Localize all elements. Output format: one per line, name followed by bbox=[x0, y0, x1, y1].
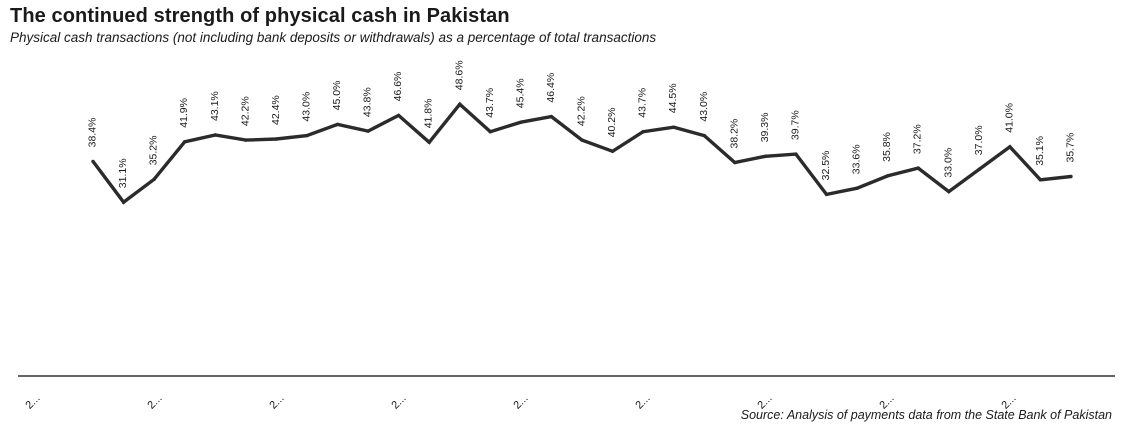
data-label: 45.0% bbox=[331, 81, 343, 111]
data-label: 32.5% bbox=[820, 151, 832, 181]
data-label: 37.2% bbox=[912, 124, 924, 154]
data-point bbox=[152, 177, 156, 181]
data-point bbox=[885, 174, 890, 178]
data-point bbox=[91, 159, 95, 164]
data-point bbox=[916, 166, 920, 170]
x-tick-label: 2... bbox=[23, 392, 42, 411]
data-label: 39.7% bbox=[789, 110, 801, 140]
data-point bbox=[183, 140, 187, 144]
data-point bbox=[213, 133, 217, 137]
chart-title: The continued strength of physical cash … bbox=[10, 5, 510, 27]
data-point bbox=[580, 138, 584, 142]
series-line-layer bbox=[91, 101, 1073, 205]
source-note: Source: Analysis of payments data from t… bbox=[740, 408, 1112, 422]
data-label: 41.9% bbox=[178, 98, 190, 128]
data-label: 35.7% bbox=[1065, 133, 1077, 163]
data-label: 42.2% bbox=[576, 96, 588, 126]
data-point bbox=[1069, 174, 1073, 179]
data-point bbox=[641, 130, 645, 134]
data-point bbox=[672, 125, 676, 129]
data-label: 46.6% bbox=[392, 72, 404, 102]
x-tick-label: 2... bbox=[511, 392, 530, 411]
data-label: 43.7% bbox=[637, 88, 649, 118]
data-label: 33.0% bbox=[942, 148, 954, 178]
data-label: 45.4% bbox=[514, 78, 526, 108]
data-point bbox=[947, 189, 951, 194]
data-point bbox=[274, 137, 279, 141]
data-point bbox=[121, 200, 126, 204]
data-label: 43.7% bbox=[484, 88, 496, 118]
data-point bbox=[733, 160, 737, 165]
data-point bbox=[763, 154, 768, 158]
data-point bbox=[427, 140, 431, 144]
data-point bbox=[335, 122, 340, 127]
data-label: 44.5% bbox=[667, 83, 679, 113]
data-point bbox=[855, 186, 859, 190]
data-label: 35.1% bbox=[1034, 136, 1046, 166]
data-label: 41.0% bbox=[1003, 103, 1015, 133]
data-point bbox=[824, 192, 829, 197]
data-label: 46.4% bbox=[545, 73, 557, 103]
data-label: 43.1% bbox=[209, 91, 221, 121]
data-label: 35.8% bbox=[881, 132, 893, 162]
data-label: 41.8% bbox=[423, 99, 435, 129]
data-label: 42.4% bbox=[270, 95, 282, 125]
data-point bbox=[702, 133, 706, 138]
data-label: 43.0% bbox=[698, 92, 710, 122]
data-point bbox=[549, 114, 554, 119]
data-label: 43.8% bbox=[362, 87, 374, 117]
data-point bbox=[794, 152, 798, 156]
data-point bbox=[519, 120, 523, 124]
data-label: 37.0% bbox=[973, 125, 985, 155]
data-point bbox=[458, 102, 462, 106]
data-label: 38.2% bbox=[728, 119, 740, 149]
data-label: 48.6% bbox=[453, 60, 465, 90]
data-point bbox=[488, 130, 492, 134]
chart-subtitle: Physical cash transactions (not includin… bbox=[10, 30, 657, 45]
data-point bbox=[366, 129, 370, 133]
data-label: 38.4% bbox=[87, 118, 99, 148]
data-point bbox=[1038, 178, 1043, 182]
x-tick-label: 2... bbox=[267, 392, 286, 411]
data-point bbox=[305, 133, 309, 138]
data-label: 35.2% bbox=[148, 136, 160, 166]
x-tick-label: 2... bbox=[145, 392, 164, 411]
data-point bbox=[610, 149, 615, 153]
data-point bbox=[1008, 145, 1012, 149]
data-label-layer: 38.4% 31.1% 35.2% 41.9% 43.1% 42.2% 42.4% 43.0%… bbox=[87, 60, 1077, 188]
x-tick-label: 2... bbox=[389, 392, 408, 411]
data-point bbox=[977, 167, 981, 171]
data-label: 39.3% bbox=[759, 113, 771, 143]
data-label: 40.2% bbox=[606, 108, 618, 138]
data-label: 31.1% bbox=[117, 158, 129, 188]
data-label: 42.2% bbox=[239, 96, 251, 126]
x-tick-label: 2... bbox=[633, 392, 652, 411]
data-point bbox=[244, 138, 248, 142]
data-label: 33.6% bbox=[851, 144, 863, 174]
data-label: 43.0% bbox=[300, 92, 312, 122]
data-point bbox=[396, 113, 401, 118]
